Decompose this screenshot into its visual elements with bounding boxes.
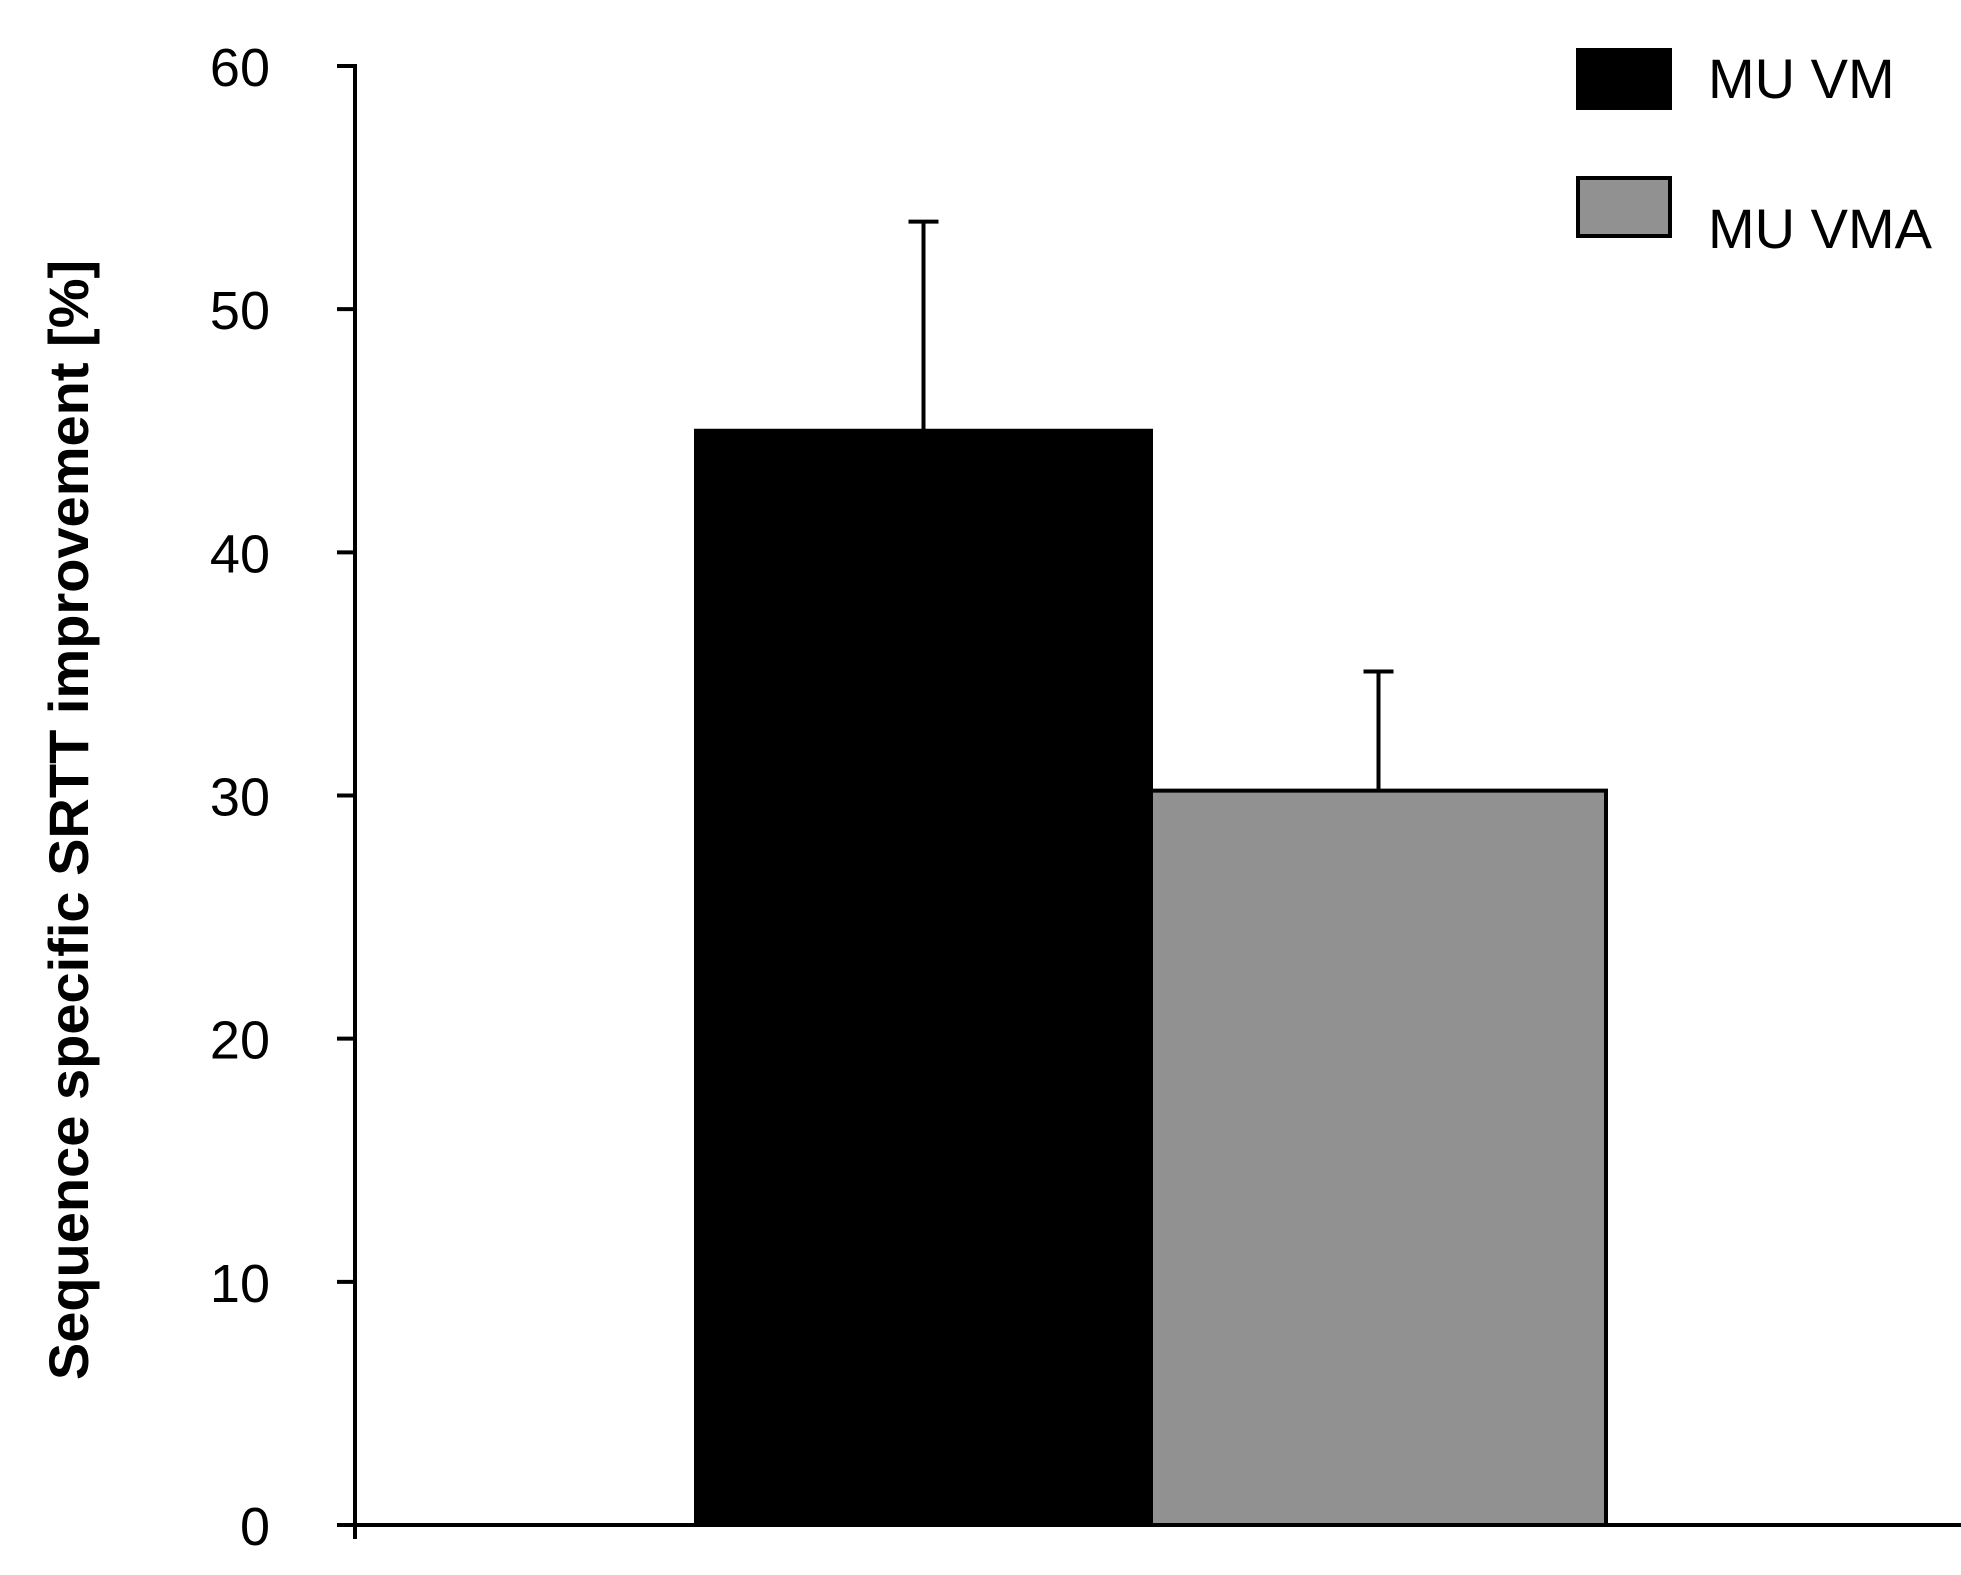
legend-label: MU VM [1708,47,1895,110]
y-axis-title: Sequence specific SRTT improvement [%] [37,260,100,1380]
y-tick-label: 40 [210,524,270,584]
legend-label: MU VMA [1708,197,1933,260]
legend: MU VM MU VMA [1576,47,1933,260]
bar-mu-vma [1149,788,1608,1527]
legend-swatch [1576,48,1672,110]
y-tick-label: 30 [210,768,270,828]
legend-swatch [1576,176,1672,238]
bar-mu-vm [694,428,1153,1527]
y-tick-label: 60 [210,38,270,98]
axes: 0 10 20 30 40 50 60 [210,38,1961,1557]
y-tick-label: 50 [210,281,270,341]
bars [694,219,1608,1527]
y-tick-label: 0 [240,1497,270,1557]
y-tick-label: 20 [210,1011,270,1071]
y-tick-label: 10 [210,1254,270,1314]
